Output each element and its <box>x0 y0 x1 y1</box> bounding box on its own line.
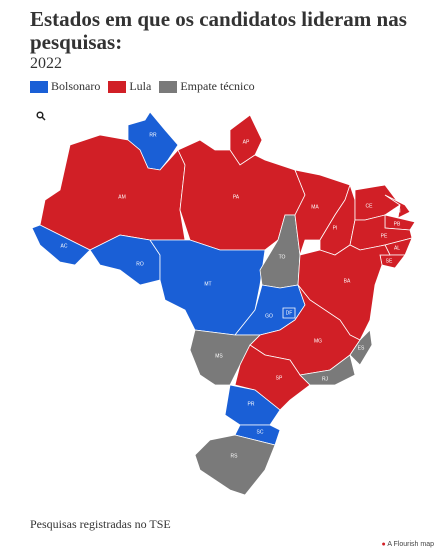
state-label: GO <box>265 313 273 319</box>
state[interactable] <box>379 254 406 269</box>
state-label: TO <box>279 254 286 260</box>
state[interactable] <box>384 194 411 219</box>
state-label: SC <box>257 429 264 435</box>
legend-swatch <box>159 80 178 93</box>
state-label: PA <box>233 194 240 200</box>
state-label: BA <box>344 278 351 284</box>
state[interactable] <box>282 307 296 319</box>
state-label: MA <box>311 204 319 210</box>
state[interactable] <box>234 344 311 411</box>
state-label: PB <box>394 221 401 227</box>
state-label: AC <box>61 243 68 249</box>
state-label: RS <box>231 453 239 459</box>
state-label: RO <box>136 261 144 267</box>
state-label: RJ <box>322 376 329 382</box>
state[interactable] <box>189 329 261 386</box>
state[interactable] <box>31 224 91 266</box>
state-label: PI <box>333 225 338 231</box>
state-label: AP <box>243 139 250 145</box>
legend-item[interactable]: Empate técnico <box>159 79 255 94</box>
state-label: ES <box>358 345 365 351</box>
subtitle: 2022 <box>30 55 62 72</box>
state-label: CE <box>366 203 374 209</box>
state[interactable] <box>39 134 186 251</box>
state-label: MG <box>314 338 322 344</box>
state-label: PE <box>381 233 388 239</box>
state-label: SP <box>276 375 283 381</box>
state-label: DF <box>286 310 293 316</box>
state-label: MS <box>215 353 223 359</box>
legend-label: Lula <box>129 79 152 93</box>
state-label: MT <box>204 281 211 287</box>
credit[interactable]: ● A Flourish map <box>381 541 434 548</box>
legend-item[interactable]: Lula <box>108 79 151 94</box>
state-label: AM <box>118 194 126 200</box>
credit-text[interactable]: A Flourish map <box>387 541 434 548</box>
legend-item[interactable]: Bolsonaro <box>30 79 100 94</box>
legend-label: Bolsonaro <box>51 79 101 93</box>
state-label: RR <box>149 132 157 138</box>
legend-swatch <box>30 80 48 93</box>
legend-swatch <box>108 80 127 93</box>
legend-label: Empate técnico <box>180 79 255 93</box>
state-label: RN <box>393 208 401 214</box>
title: Estados em que os candidatos lideram nas… <box>30 7 407 54</box>
state-label: AL <box>394 245 400 251</box>
search-icon[interactable] <box>36 111 46 121</box>
state[interactable] <box>194 434 276 496</box>
footer: Pesquisas registradas no TSE <box>30 517 171 531</box>
state[interactable] <box>299 354 356 386</box>
state-label: SE <box>386 258 393 264</box>
state[interactable] <box>349 329 373 366</box>
state[interactable] <box>354 184 401 221</box>
state-label: PR <box>248 401 255 407</box>
legend: Bolsonaro Lula Empate técnico <box>30 79 255 94</box>
